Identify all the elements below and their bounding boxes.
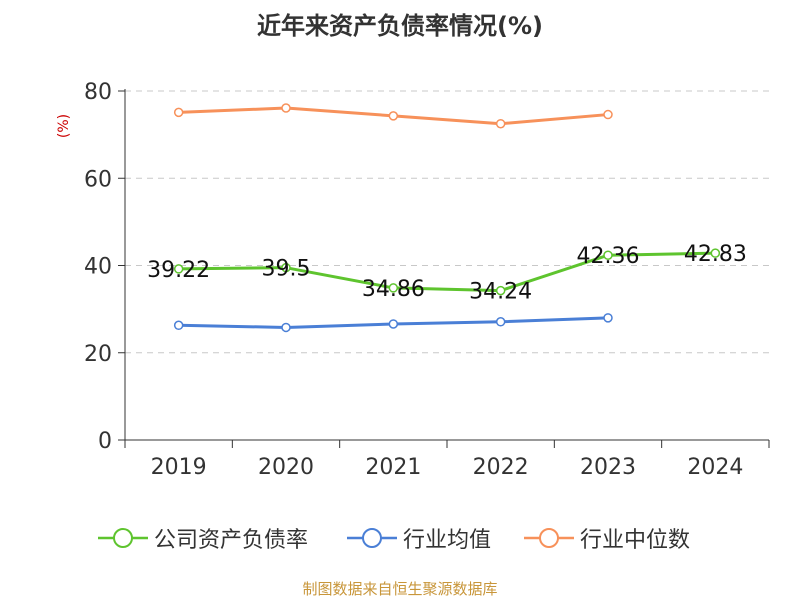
- data-point[interactable]: [388, 283, 399, 293]
- legend-label-median: 行业中位数: [580, 528, 691, 553]
- data-point[interactable]: [603, 250, 613, 260]
- data-point[interactable]: [173, 264, 184, 274]
- data-point[interactable]: [710, 248, 721, 258]
- data-point[interactable]: [173, 107, 184, 118]
- data-point[interactable]: [388, 111, 399, 121]
- data-label: 39.5: [262, 257, 311, 282]
- x-tick-label: 2019: [151, 455, 207, 480]
- data-label: 34.24: [469, 280, 532, 305]
- data-point[interactable]: [281, 103, 291, 113]
- legend-label-average: 行业均值: [403, 528, 492, 553]
- legend-item-company[interactable]: 公司资产负债率: [98, 518, 308, 558]
- y-tick-label: 80: [84, 80, 112, 105]
- data-point[interactable]: [603, 109, 613, 120]
- legend-item-industry-average[interactable]: 行业均值: [347, 518, 491, 558]
- source-note: 制图数据来自恒生聚源数据库: [302, 580, 498, 598]
- y-axis-unit-label: (%): [56, 114, 72, 138]
- chart-title: 近年来资产负债率情况(%): [257, 12, 543, 40]
- data-point[interactable]: [281, 262, 291, 273]
- data-label: 42.36: [577, 244, 640, 269]
- data-point[interactable]: [388, 319, 399, 329]
- legend-line-icon-company: [98, 528, 148, 548]
- x-tick-label: 2020: [258, 455, 314, 480]
- data-point[interactable]: [495, 118, 506, 129]
- legend-line-icon-average: [347, 528, 397, 548]
- y-tick-label: 0: [98, 429, 112, 454]
- y-tick-label: 60: [84, 167, 112, 192]
- data-point[interactable]: [495, 285, 506, 296]
- legend-item-industry-median[interactable]: 行业中位数: [524, 518, 690, 558]
- data-point[interactable]: [495, 317, 506, 327]
- data-point[interactable]: [173, 320, 184, 331]
- data-label: 39.22: [147, 258, 210, 283]
- data-point[interactable]: [603, 313, 613, 323]
- data-point[interactable]: [281, 322, 291, 333]
- x-tick-label: 2022: [473, 455, 529, 480]
- legend-line-icon-median: [524, 528, 574, 548]
- data-label: 42.83: [684, 242, 747, 267]
- y-tick-label: 40: [84, 255, 112, 280]
- series-line: [178, 251, 716, 293]
- data-label: 34.86: [362, 277, 425, 302]
- x-tick-label: 2021: [365, 455, 421, 480]
- y-tick-label: 20: [84, 342, 112, 367]
- x-tick-label: 2024: [687, 455, 743, 480]
- legend-label-company: 公司资产负债率: [154, 528, 309, 553]
- legend: 公司资产负债率 行业均值 行业中位数: [0, 518, 800, 558]
- x-tick-label: 2023: [580, 455, 636, 480]
